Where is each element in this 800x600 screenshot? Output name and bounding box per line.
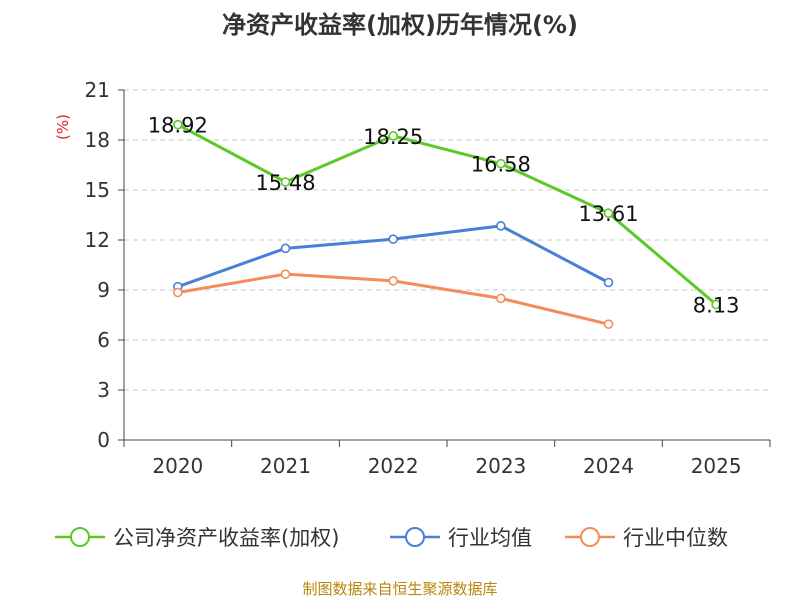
legend-label: 行业中位数 xyxy=(623,526,728,550)
data-point xyxy=(280,243,291,254)
x-axis: 2020 2021 2022 2023 2024 2025 xyxy=(123,439,771,478)
data-label: 18.25 xyxy=(363,125,423,149)
y-tick-label: 6 xyxy=(97,328,110,352)
source-note: 制图数据来自恒生聚源数据库 xyxy=(302,580,497,598)
x-tick-label: 2020 xyxy=(152,454,203,478)
data-point xyxy=(496,158,506,169)
x-tick-label: 2021 xyxy=(260,454,311,478)
y-tick-label: 12 xyxy=(85,228,110,252)
data-point xyxy=(173,287,183,298)
data-point xyxy=(388,131,398,141)
legend: 公司净资产收益率(加权) 行业均值 行业中位数 xyxy=(55,526,728,550)
x-tick-label: 2024 xyxy=(583,454,634,478)
legend-swatch-marker xyxy=(405,527,425,547)
data-labels: 18.92 15.48 18.25 16.58 13.61 8.13 xyxy=(148,114,740,318)
data-point xyxy=(280,269,291,279)
data-label: 18.92 xyxy=(148,114,208,138)
data-point xyxy=(603,277,614,288)
data-label: 13.61 xyxy=(578,202,638,226)
y-tick-label: 18 xyxy=(85,128,110,152)
x-tick-label: 2025 xyxy=(691,454,742,478)
y-tick-label: 15 xyxy=(85,178,110,202)
y-tick-label: 3 xyxy=(97,378,110,402)
x-tick-label: 2022 xyxy=(368,454,419,478)
series-line-0 xyxy=(177,123,718,306)
grid-lines xyxy=(124,89,770,391)
data-point xyxy=(603,319,614,329)
legend-swatch-marker xyxy=(70,527,90,547)
data-point xyxy=(496,293,506,304)
data-label: 8.13 xyxy=(693,294,740,318)
data-point xyxy=(711,299,721,310)
legend-label: 行业均值 xyxy=(448,526,532,550)
x-tick-label: 2023 xyxy=(475,454,526,478)
legend-swatch-marker xyxy=(580,527,600,547)
data-point xyxy=(388,234,398,244)
y-axis-ticks: 0 3 6 9 12 15 18 21 xyxy=(85,78,125,452)
y-tick-label: 9 xyxy=(97,278,110,302)
y-axis-label: (%) xyxy=(54,114,72,140)
y-tick-label: 21 xyxy=(85,78,110,102)
data-point xyxy=(388,276,398,286)
data-point xyxy=(280,177,291,187)
data-point xyxy=(496,221,506,231)
legend-label: 公司净资产收益率(加权) xyxy=(113,526,339,550)
data-label: 15.48 xyxy=(255,171,315,195)
chart-title: 净资产收益率(加权)历年情况(%) xyxy=(222,11,578,39)
y-tick-label: 0 xyxy=(97,428,110,452)
data-label: 16.58 xyxy=(471,153,531,177)
data-point xyxy=(173,119,183,130)
series-group xyxy=(173,119,721,329)
data-point xyxy=(603,208,614,218)
